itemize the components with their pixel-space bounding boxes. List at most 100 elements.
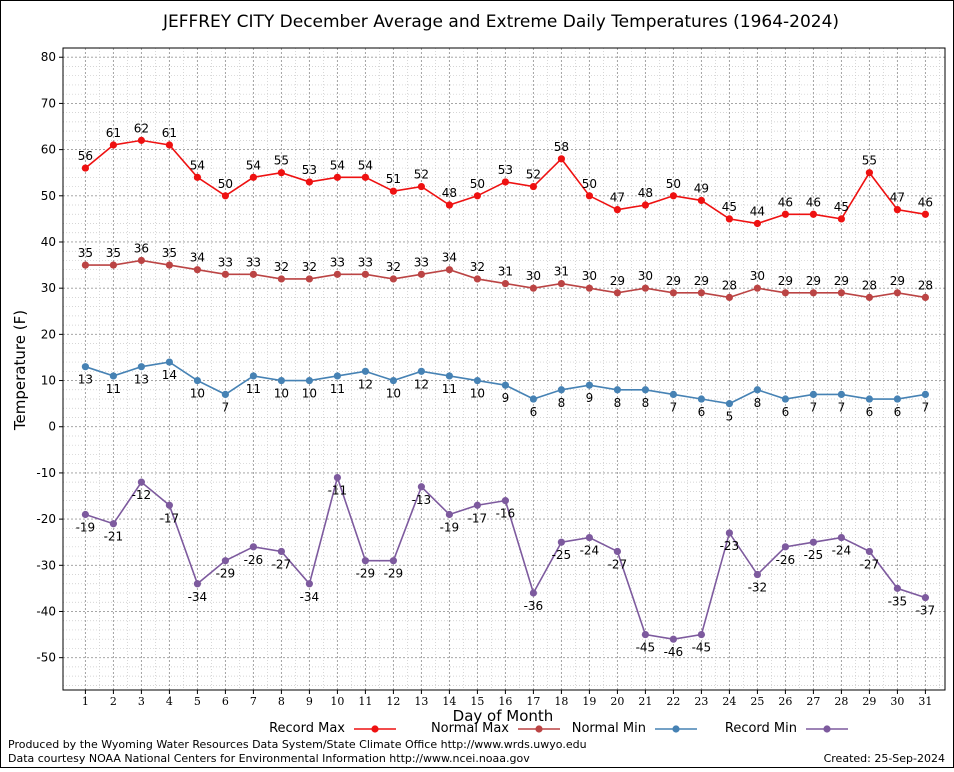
- x-tick-label: 12: [386, 695, 400, 708]
- legend-label: Record Max: [269, 721, 345, 736]
- legend-marker: [535, 725, 543, 733]
- data-label: 13: [78, 373, 93, 387]
- data-point: [669, 192, 678, 200]
- data-label: 6: [698, 405, 706, 419]
- x-tick-label: 24: [722, 695, 736, 708]
- y-tick-label: -30: [36, 558, 56, 572]
- data-label: 30: [526, 269, 541, 283]
- data-label: -34: [188, 590, 208, 604]
- data-label: -17: [160, 511, 180, 525]
- data-point: [585, 192, 594, 200]
- data-point: [193, 173, 201, 181]
- data-label: -21: [104, 530, 124, 544]
- data-label: 28: [722, 278, 737, 292]
- data-label: 55: [274, 154, 289, 168]
- data-label: 12: [358, 377, 373, 391]
- data-point: [781, 395, 790, 403]
- data-point: [361, 270, 369, 278]
- data-point: [921, 594, 930, 602]
- data-point: [697, 289, 706, 297]
- data-point: [781, 210, 790, 218]
- data-label: 9: [502, 391, 510, 405]
- data-point: [865, 293, 874, 302]
- data-label: -45: [692, 641, 712, 655]
- footer-data-source: Data courtesy NOAA National Centers for …: [8, 752, 530, 765]
- x-tick-label: 10: [330, 695, 344, 708]
- y-tick-label: 70: [41, 96, 56, 110]
- x-tick-label: 26: [778, 695, 792, 708]
- data-label: 50: [470, 177, 485, 191]
- x-tick-label: 7: [250, 695, 257, 708]
- data-point: [501, 178, 509, 186]
- data-label: 33: [414, 255, 429, 269]
- x-tick-label: 9: [306, 695, 313, 708]
- data-label: -19: [76, 520, 96, 534]
- data-label: 6: [894, 405, 902, 419]
- data-label: -11: [328, 484, 348, 498]
- x-tick-label: 13: [414, 695, 428, 708]
- data-label: -29: [356, 567, 376, 581]
- legend-label: Normal Max: [431, 721, 509, 736]
- data-label: -36: [524, 599, 544, 613]
- data-point: [445, 201, 453, 209]
- data-label: 6: [782, 405, 790, 419]
- data-label: 50: [666, 177, 681, 191]
- data-point: [753, 219, 762, 228]
- y-tick-label: -40: [36, 604, 56, 618]
- data-label: 9: [586, 391, 594, 405]
- data-point: [333, 372, 341, 380]
- x-tick-label: 5: [194, 695, 201, 708]
- data-point: [641, 201, 650, 209]
- data-label: 50: [218, 177, 233, 191]
- data-point: [893, 395, 902, 403]
- x-tick-label: 17: [526, 695, 540, 708]
- data-label: -23: [720, 539, 740, 553]
- x-axis: 1 2 3 4 5 6 7 8 9 10 11 12 13 14 15 16 17 18 19 20 21 22 23 24 2…: [82, 690, 932, 708]
- x-tick-label: 25: [750, 695, 764, 708]
- data-point: [753, 570, 762, 579]
- data-label: -12: [132, 488, 152, 502]
- data-label: 51: [386, 172, 401, 186]
- chart-title: JEFFREY CITY December Average and Extrem…: [162, 12, 839, 32]
- data-point: [165, 501, 173, 509]
- data-label: 35: [78, 246, 93, 260]
- data-point: [445, 372, 453, 380]
- data-label: -27: [608, 557, 628, 571]
- data-point: [557, 386, 566, 394]
- data-label: 6: [530, 405, 538, 419]
- footer-created-date: Created: 25-Sep-2024: [824, 752, 945, 765]
- data-point: [165, 141, 173, 149]
- data-label: 62: [134, 121, 149, 135]
- data-label: 33: [330, 255, 345, 269]
- data-point: [865, 395, 874, 403]
- series-record-max: 56 61 62 61 54 50 54 55 53 54 54 51 52 48 50 53 52 58 50 47…: [78, 121, 933, 228]
- data-label: 7: [670, 400, 678, 414]
- data-point: [81, 510, 89, 519]
- x-tick-label: 2: [110, 695, 117, 708]
- data-point: [781, 289, 790, 297]
- data-label: -24: [832, 544, 852, 558]
- data-point: [529, 589, 538, 597]
- data-label: 44: [750, 205, 765, 219]
- data-label: 32: [386, 260, 401, 274]
- data-label: 45: [722, 200, 737, 214]
- y-tick-label: 50: [41, 189, 56, 203]
- x-tick-label: 11: [358, 695, 372, 708]
- x-tick-label: 15: [470, 695, 484, 708]
- legend-label: Record Min: [725, 721, 797, 736]
- data-label: 11: [442, 382, 457, 396]
- data-point: [165, 261, 173, 269]
- data-point: [641, 630, 650, 639]
- data-label: 32: [302, 260, 317, 274]
- data-point: [697, 630, 706, 639]
- data-point: [725, 529, 734, 537]
- x-tick-label: 22: [666, 695, 680, 708]
- data-label: 10: [470, 387, 485, 401]
- data-label: 10: [302, 387, 317, 401]
- x-tick-label: 14: [442, 695, 456, 708]
- data-point: [277, 547, 285, 556]
- legend-label: Normal Min: [572, 721, 646, 736]
- data-label: -24: [580, 544, 600, 558]
- data-point: [249, 543, 257, 551]
